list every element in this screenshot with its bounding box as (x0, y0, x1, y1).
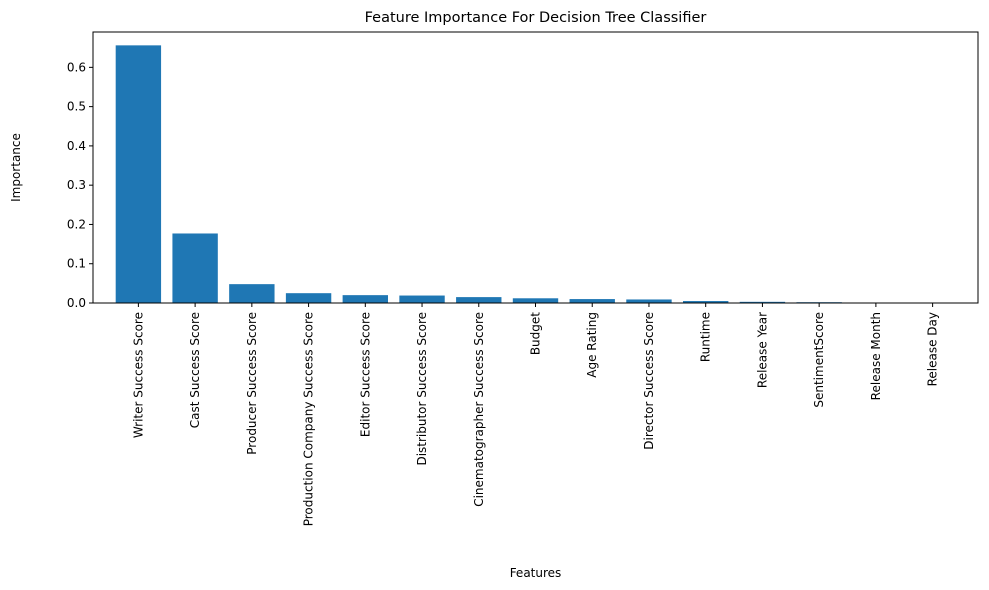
bar-7 (512, 298, 559, 303)
x-tick-label: Release Day (926, 312, 940, 386)
chart-title: Feature Importance For Decision Tree Cla… (365, 10, 707, 26)
x-tick-label: Release Year (755, 312, 769, 388)
bar-3 (285, 293, 332, 303)
bars-layer (115, 45, 842, 303)
y-tick-label: 0.3 (67, 178, 86, 192)
x-tick-label: Producer Success Score (245, 312, 259, 455)
x-axis-label: Features (510, 566, 562, 580)
bar-10 (683, 301, 729, 303)
x-tick-label: Release Month (869, 312, 883, 400)
y-tick-label: 0.2 (67, 217, 86, 231)
y-tick-label: 0.5 (67, 100, 86, 114)
y-tick-label: 0.6 (67, 60, 86, 74)
x-tick-label: Distributor Success Score (415, 312, 429, 466)
bar-6 (456, 297, 502, 303)
y-axis-label: Importance (9, 133, 23, 202)
bar-2 (229, 284, 275, 303)
x-tick-label: Writer Success Score (131, 312, 145, 438)
bar-8 (569, 299, 615, 303)
y-tick-label: 0.4 (67, 139, 86, 153)
x-tick-label: Budget (529, 312, 543, 355)
y-tick-label: 0.1 (67, 257, 86, 271)
y-tick-label: 0.0 (67, 296, 86, 310)
bar-9 (626, 299, 672, 303)
x-tick-label: SentimentScore (812, 312, 826, 408)
plot-frame (92, 31, 979, 304)
bar-1 (172, 233, 218, 303)
bar-4 (342, 295, 388, 303)
bar-0 (115, 45, 162, 303)
x-axis: Writer Success Score Cast Success Score Pr… (131, 303, 940, 526)
x-tick-label: Age Rating (585, 312, 599, 378)
x-tick-label: Editor Success Score (358, 312, 372, 437)
x-tick-label: Runtime (699, 312, 713, 362)
x-tick-label: Cast Success Score (188, 312, 202, 428)
bar-11 (739, 301, 786, 303)
x-tick-label: Director Success Score (642, 312, 656, 450)
y-axis: 0.0 0.1 0.2 0.3 0.4 0.5 0.6 (67, 60, 93, 310)
bar-5 (399, 295, 445, 303)
x-tick-label: Cinematographer Success Score (472, 312, 486, 507)
x-tick-label: Production Company Success Score (302, 312, 316, 526)
